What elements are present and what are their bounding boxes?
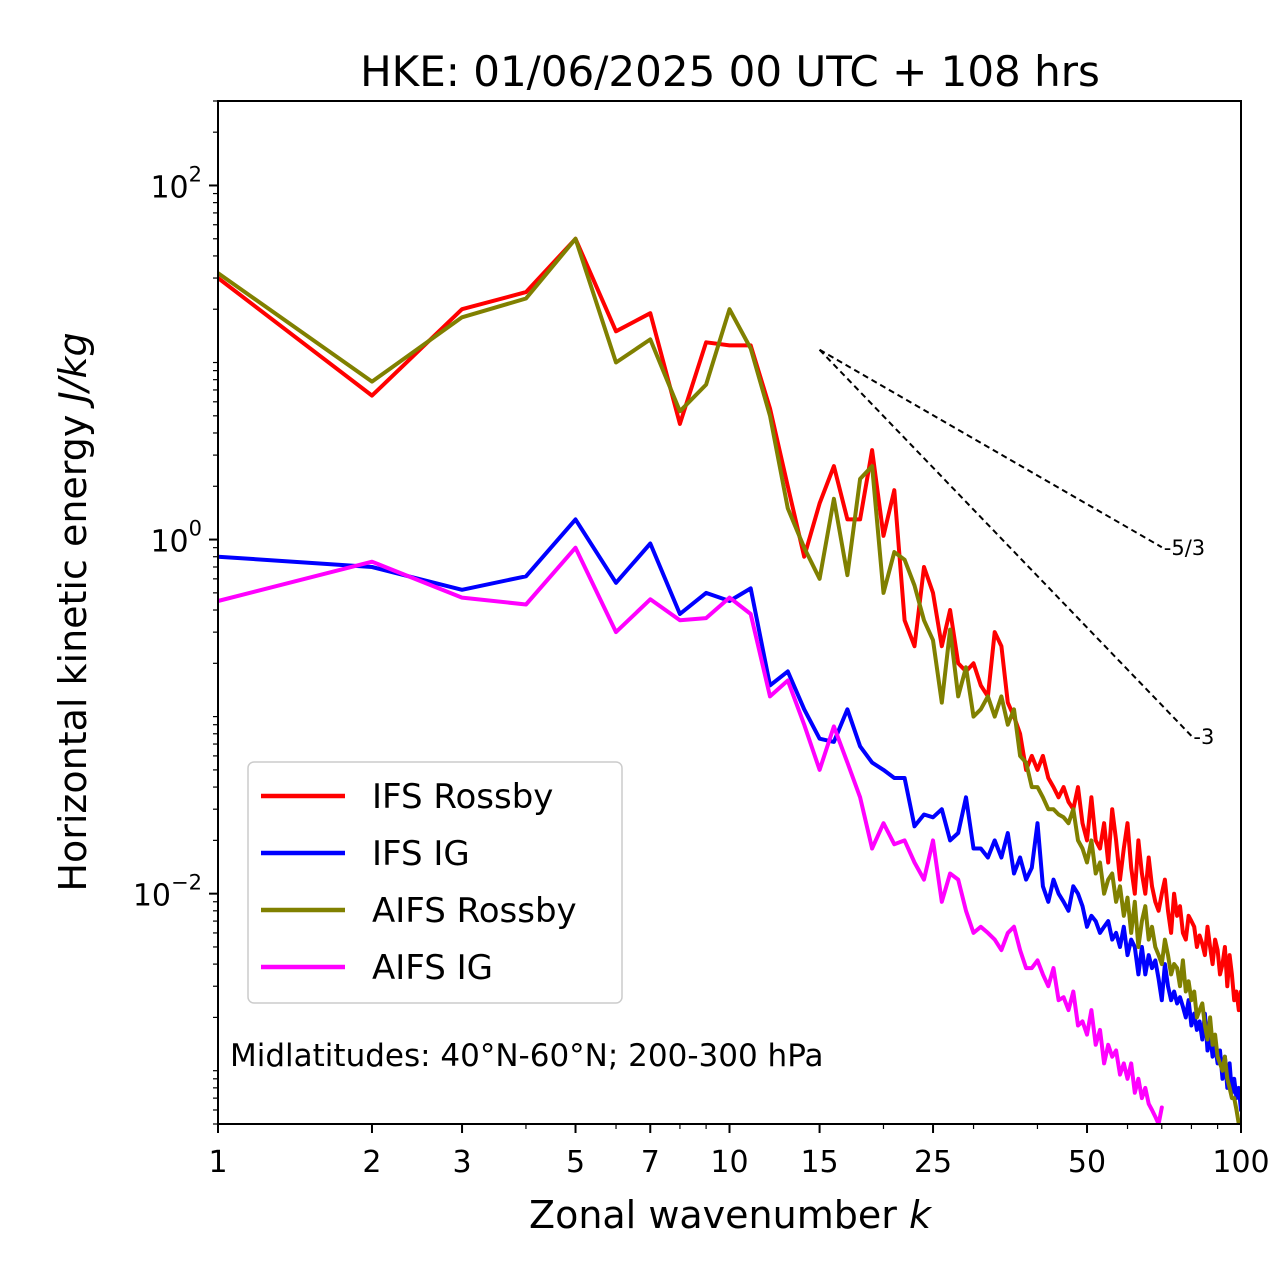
x-tick-label: 7	[641, 1145, 660, 1180]
reference-line-5-3	[819, 348, 1163, 549]
series-line-aifs-rossby	[218, 236, 1241, 1124]
x-tick-label: 50	[1068, 1145, 1106, 1180]
y-tick-label: 102	[150, 162, 202, 205]
reference-lines	[818, 348, 1193, 737]
y-axis-ticks: 10−2 100 102	[133, 100, 218, 1125]
x-tick-label: 15	[800, 1145, 838, 1180]
slope-label-5-3: -5/3	[1164, 536, 1205, 560]
chart-title: HKE: 01/06/2025 00 UTC + 108 hrs	[360, 47, 1100, 96]
legend-label-aifs-ig: AIFS IG	[372, 948, 493, 988]
y-tick-label: 10−2	[133, 871, 202, 914]
series-line-aifs-ig	[218, 545, 1164, 1124]
slope-labels: -5/3 -3	[1164, 536, 1215, 749]
x-tick-label: 10	[710, 1145, 748, 1180]
legend-label-ifs-ig: IFS IG	[372, 834, 470, 874]
legend: IFS Rossby IFS IG AIFS Rossby AIFS IG	[247, 761, 623, 1004]
slope-label-3: -3	[1193, 725, 1214, 749]
legend-label-aifs-rossby: AIFS Rossby	[372, 891, 577, 931]
legend-box	[247, 761, 623, 1004]
x-tick-label: 2	[362, 1145, 381, 1180]
x-tick-label: 5	[566, 1145, 585, 1180]
x-tick-label: 25	[914, 1145, 952, 1180]
series-line-ifs-ig	[218, 517, 1241, 1112]
x-tick-label: 3	[453, 1145, 472, 1180]
y-axis-label: Horizontal kinetic energy J/kg	[51, 332, 95, 891]
x-tick-label: 100	[1212, 1145, 1269, 1180]
y-tick-label: 100	[150, 517, 202, 560]
x-axis-label: Zonal wavenumber k	[529, 1193, 933, 1237]
series-lines	[218, 236, 1241, 1124]
x-tick-label: 1	[208, 1145, 227, 1180]
x-axis-ticks: 1 2 3 5 7 10 15 25 50 100	[208, 1124, 1270, 1180]
region-annotation: Midlatitudes: 40°N-60°N; 200-300 hPa	[230, 1038, 824, 1074]
legend-label-ifs-rossby: IFS Rossby	[372, 777, 553, 817]
